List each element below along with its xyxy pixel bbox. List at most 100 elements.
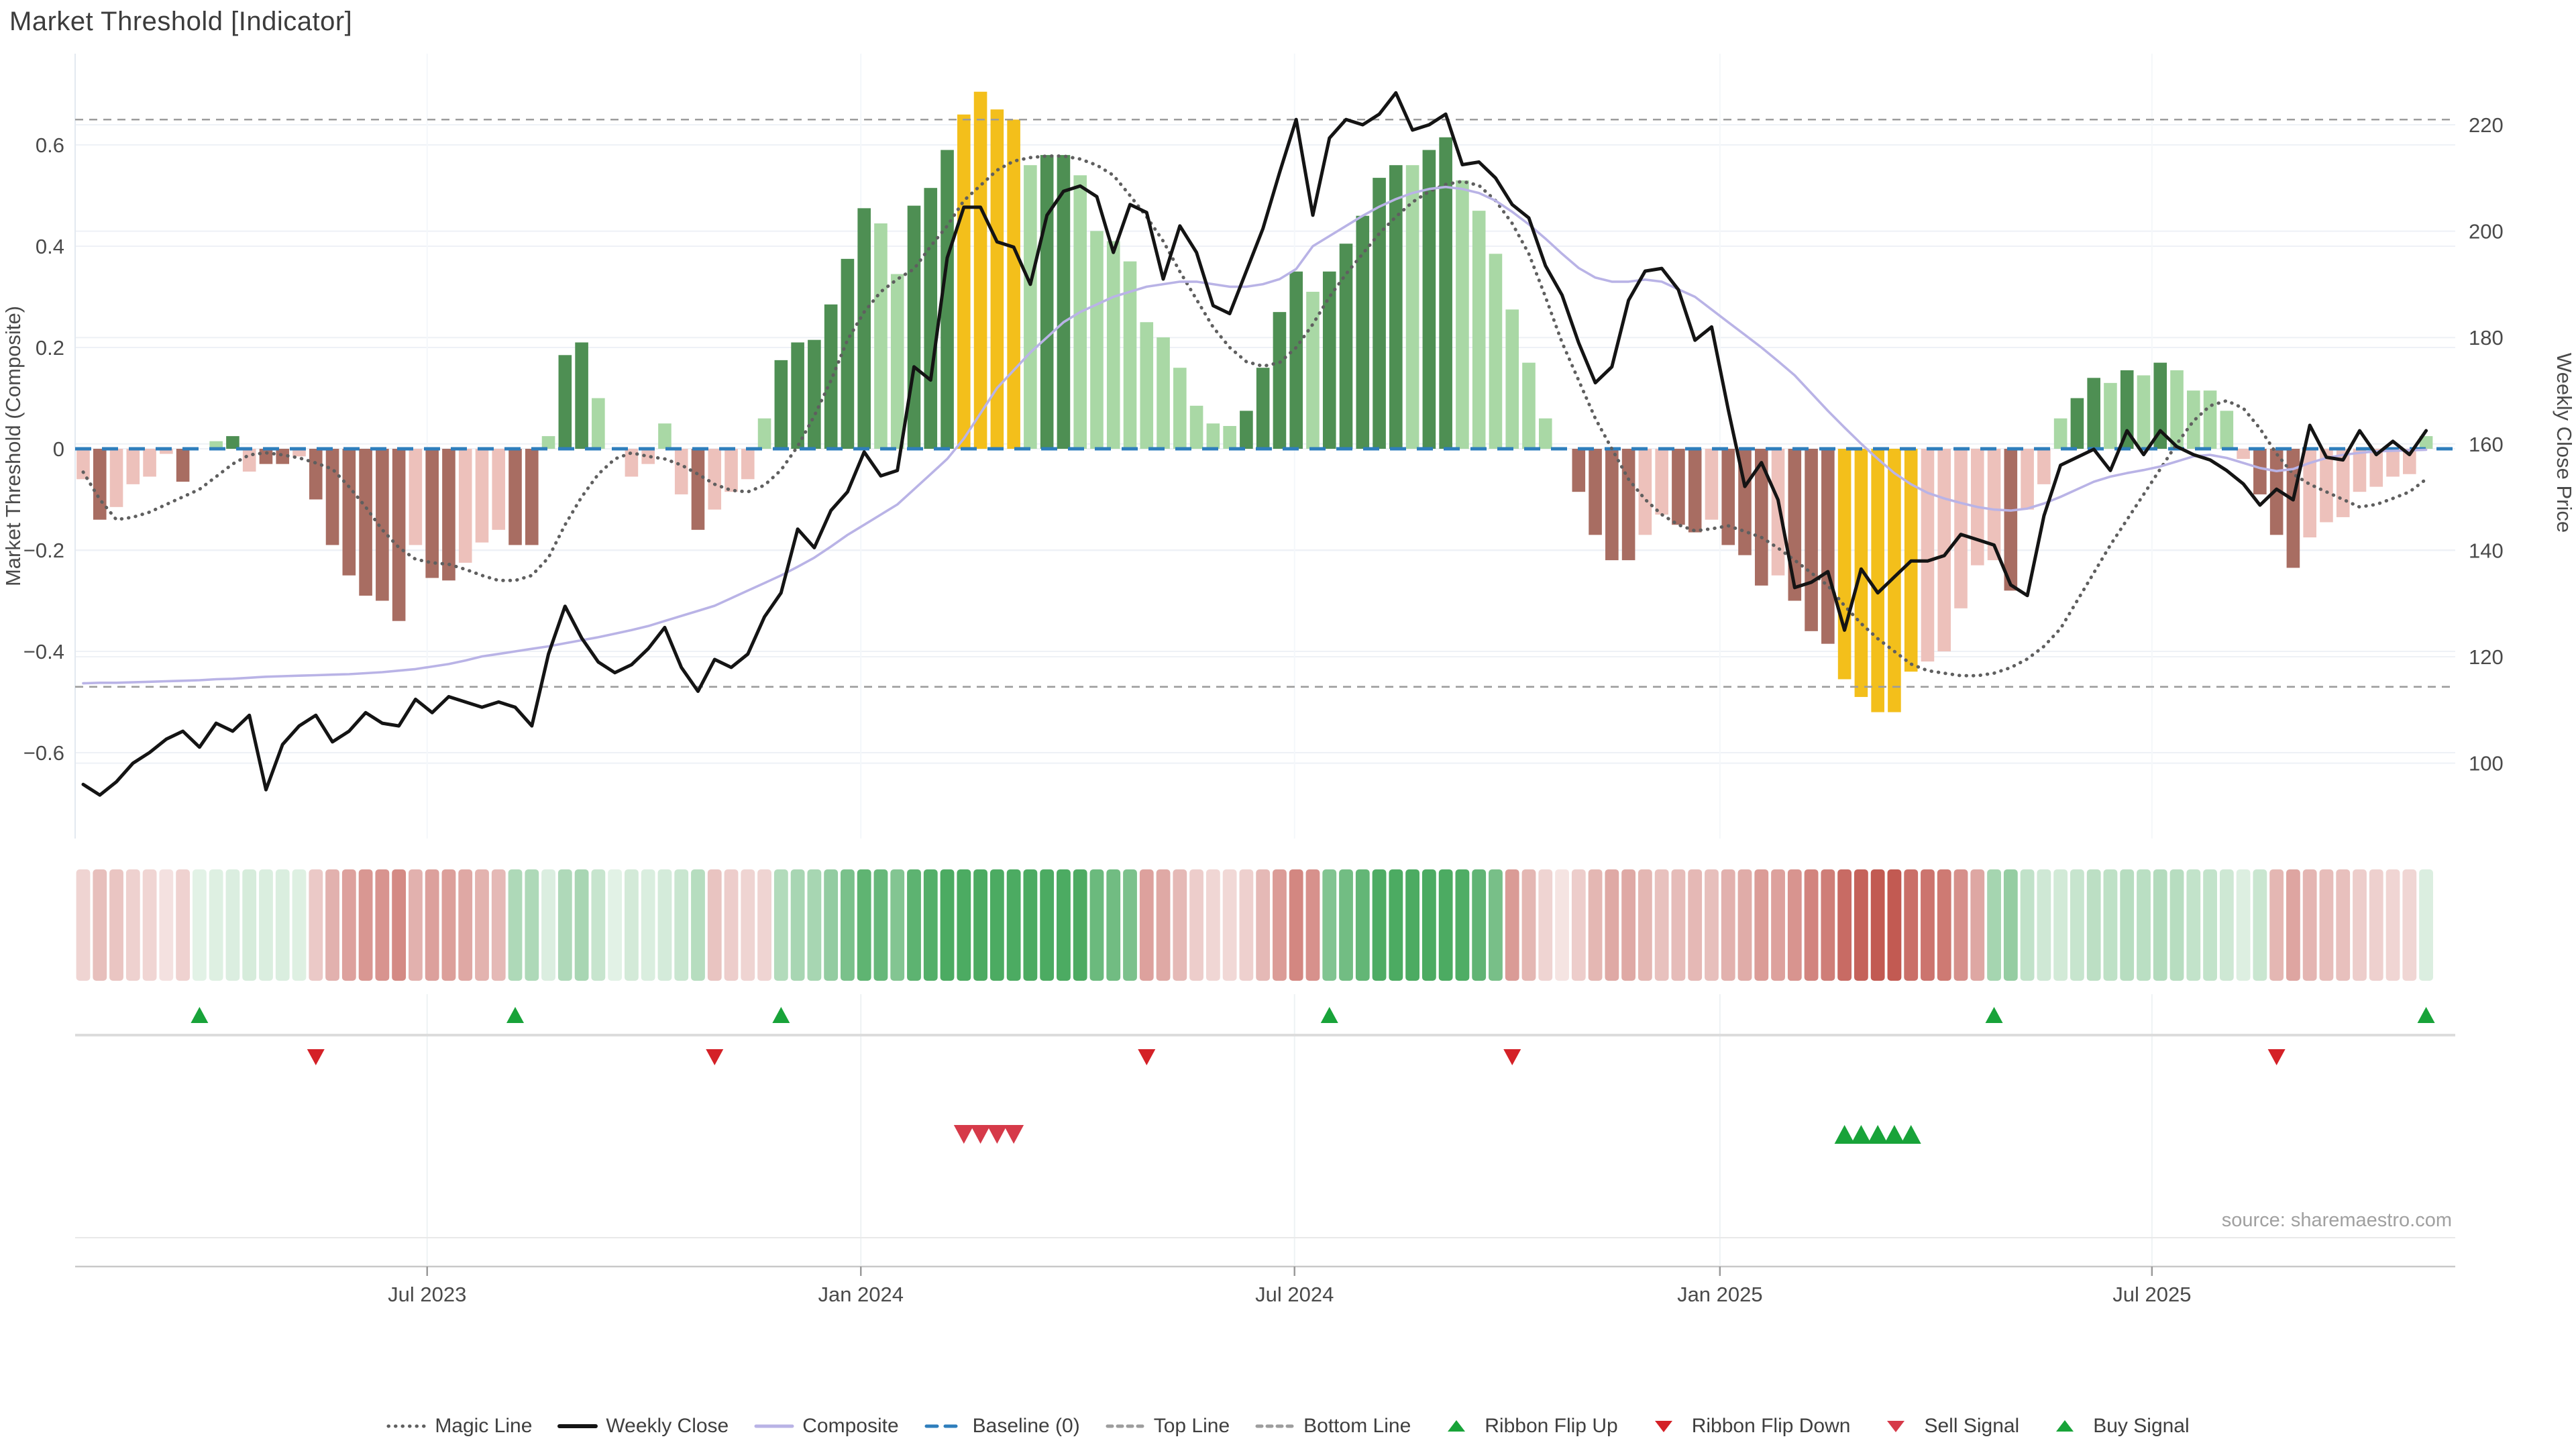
composite-bar: [2237, 449, 2250, 460]
legend-item-label: Top Line: [1153, 1415, 1230, 1437]
composite-bar: [109, 449, 123, 507]
composite-bar: [2320, 449, 2333, 523]
composite-bar: [1173, 368, 1187, 449]
composite-bar: [508, 449, 522, 545]
y-axis-right-tick: 160: [2469, 433, 2504, 456]
legend-item-label: Bottom Line: [1303, 1415, 1411, 1437]
composite-bar: [2170, 370, 2184, 449]
composite-bar: [1788, 449, 1802, 601]
composite-bar: [76, 449, 90, 480]
line-sample-icon: [557, 1424, 598, 1428]
composite-bar: [442, 449, 455, 581]
page-title: Market Threshold [Indicator]: [9, 7, 353, 36]
composite-bar: [160, 449, 173, 454]
composite-bar: [1322, 271, 1336, 449]
composite-bar: [1422, 150, 1436, 449]
composite-bar: [924, 188, 938, 449]
ribbon-flip-down-marker: [2267, 1049, 2286, 1065]
composite-bar: [1256, 368, 1270, 449]
composite-bar: [625, 449, 639, 477]
y-axis-left-title: Market Threshold (Composite): [1, 306, 25, 586]
composite-bar: [2386, 449, 2400, 477]
composite-bar: [176, 449, 190, 482]
composite-bar: [1572, 449, 1586, 492]
sell-signal-marker: [1004, 1125, 1024, 1144]
y-axis-left-tick: −0.4: [23, 640, 64, 663]
legend-item-label: Magic Line: [435, 1415, 533, 1437]
y-axis-left-tick: 0.4: [36, 235, 64, 258]
ribbon-flip-up-marker: [191, 1007, 209, 1023]
composite-bar: [1389, 165, 1403, 449]
y-axis-left-tick: −0.6: [23, 741, 64, 765]
y-axis-right-tick: 120: [2469, 645, 2504, 669]
composite-bar: [1373, 178, 1386, 449]
composite-bar: [2403, 449, 2416, 474]
legend-item-weekly-close: Weekly Close: [557, 1415, 729, 1438]
composite-bar: [1638, 449, 1652, 535]
composite-bar: [2303, 449, 2316, 538]
composite-bar: [1805, 449, 1818, 631]
line-sample-icon: [1106, 1424, 1146, 1428]
composite-bar: [2137, 375, 2151, 449]
composite-bar: [1705, 449, 1719, 520]
ribbon-flip-up-marker: [1985, 1007, 2003, 1023]
triangle-up-icon: [1448, 1420, 1466, 1432]
sell-signal-marker: [987, 1125, 1008, 1144]
composite-bar: [957, 114, 971, 449]
composite-bar: [1605, 449, 1619, 561]
composite-bar: [1655, 449, 1668, 515]
legend-item-label: Composite: [802, 1415, 899, 1437]
ribbon-flip-down-marker: [1138, 1049, 1156, 1065]
x-axis-tick-label: Jul 2025: [2112, 1283, 2191, 1306]
axis-labels: 0.6 0.4 0.2 0 −0.2 −0.4 −0.6 220 200 180 160 140 120…: [1, 113, 2576, 1306]
weekly-close-line: [81, 91, 2428, 797]
ribbon-flip-up-marker: [772, 1007, 790, 1023]
composite-bar: [575, 342, 588, 449]
composite-bar: [2037, 449, 2051, 484]
composite-bar: [1223, 426, 1236, 449]
composite-bar: [1688, 449, 1702, 533]
y-axis-right-tick: 100: [2469, 752, 2504, 775]
composite-bar: [691, 449, 705, 530]
composite-bar: [2053, 418, 2068, 449]
ribbon-flip-up-marker: [2417, 1007, 2435, 1023]
composite-bar: [1123, 261, 1137, 449]
composite-bar: [1273, 312, 1287, 449]
composite-bar: [376, 449, 389, 601]
composite-bar: [808, 339, 821, 449]
composite-bar: [1140, 322, 1154, 449]
line-sample-icon: [924, 1424, 965, 1428]
composite-bar: [475, 449, 489, 543]
y-axis-left-tick: 0.6: [36, 133, 64, 157]
composite-bar: [857, 208, 871, 449]
composite-bar: [458, 449, 472, 563]
threshold-and-series-lines: [75, 91, 2455, 797]
composite-bar: [2070, 398, 2084, 449]
line-sample-icon: [1255, 1424, 1295, 1428]
composite-bar: [558, 355, 572, 449]
x-axis-tick-label: Jul 2024: [1255, 1283, 1334, 1306]
composite-bar: [2153, 362, 2167, 449]
composite-bar: [641, 449, 655, 464]
composite-bar: [1090, 231, 1104, 449]
composite-bar: [1057, 155, 1071, 449]
composite-line: [82, 185, 2428, 685]
x-axis-tick-label: Jul 2023: [388, 1283, 466, 1306]
y-axis-right-tick: 220: [2469, 113, 2504, 137]
composite-bar: [1954, 449, 1968, 608]
legend-item-label: Ribbon Flip Down: [1691, 1415, 1851, 1437]
composite-bar: [1405, 165, 1419, 449]
composite-bar: [708, 449, 722, 510]
composite-bar: [1821, 449, 1835, 644]
composite-bar: [1987, 449, 2001, 561]
legend-item-label: Buy Signal: [2093, 1415, 2190, 1437]
composite-bar: [1672, 449, 1685, 525]
composite-bar: [1306, 291, 1320, 449]
composite-bar: [1240, 411, 1253, 449]
composite-bar: [2369, 449, 2383, 487]
composite-bar: [2220, 411, 2234, 449]
composite-bar: [276, 449, 290, 464]
buy-signal-marker: [1834, 1125, 1855, 1144]
composite-bar: [890, 274, 904, 449]
